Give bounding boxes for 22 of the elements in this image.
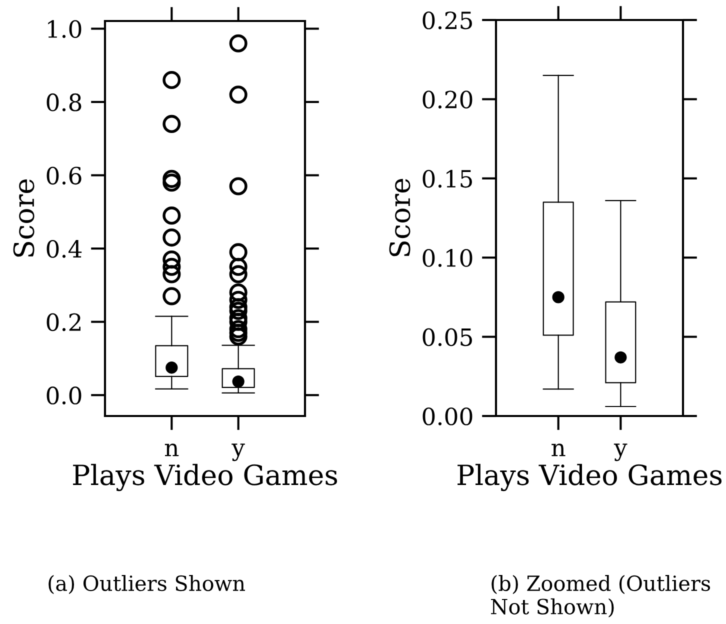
text: (b) Zoomed (Outliers Not Shown) — [491, 575, 710, 618]
y-tick-label: 0.10 — [422, 249, 472, 267]
y-tick-label: 0.0 — [46, 386, 82, 404]
y-axis-title: Score — [13, 179, 34, 257]
y-tick-label: 0.4 — [46, 240, 82, 258]
y-tick-label: 0.00 — [422, 407, 472, 426]
text: (a) Outliers Shown — [48, 575, 245, 594]
y-tick-label: 0.2 — [46, 313, 80, 332]
y-tick-label: 0.15 — [422, 170, 472, 188]
y-axis-title: Score — [389, 178, 410, 256]
x-axis-title: Plays Video Games — [458, 464, 722, 492]
x-axis-title: Plays Video Games — [73, 464, 338, 492]
y-tick-label: 0.25 — [422, 11, 472, 30]
y-tick-label: 0.8 — [46, 93, 82, 112]
x-tick-label: n — [164, 444, 179, 456]
x-tick-label: n — [552, 444, 566, 456]
y-tick-label: 0.6 — [46, 166, 82, 185]
y-tick-label: 0.05 — [422, 328, 472, 346]
y-tick-label: 1.0 — [48, 20, 82, 38]
x-tick-label: y — [232, 444, 245, 462]
y-tick-label: 0.20 — [422, 90, 472, 109]
x-tick-label: y — [614, 444, 628, 462]
